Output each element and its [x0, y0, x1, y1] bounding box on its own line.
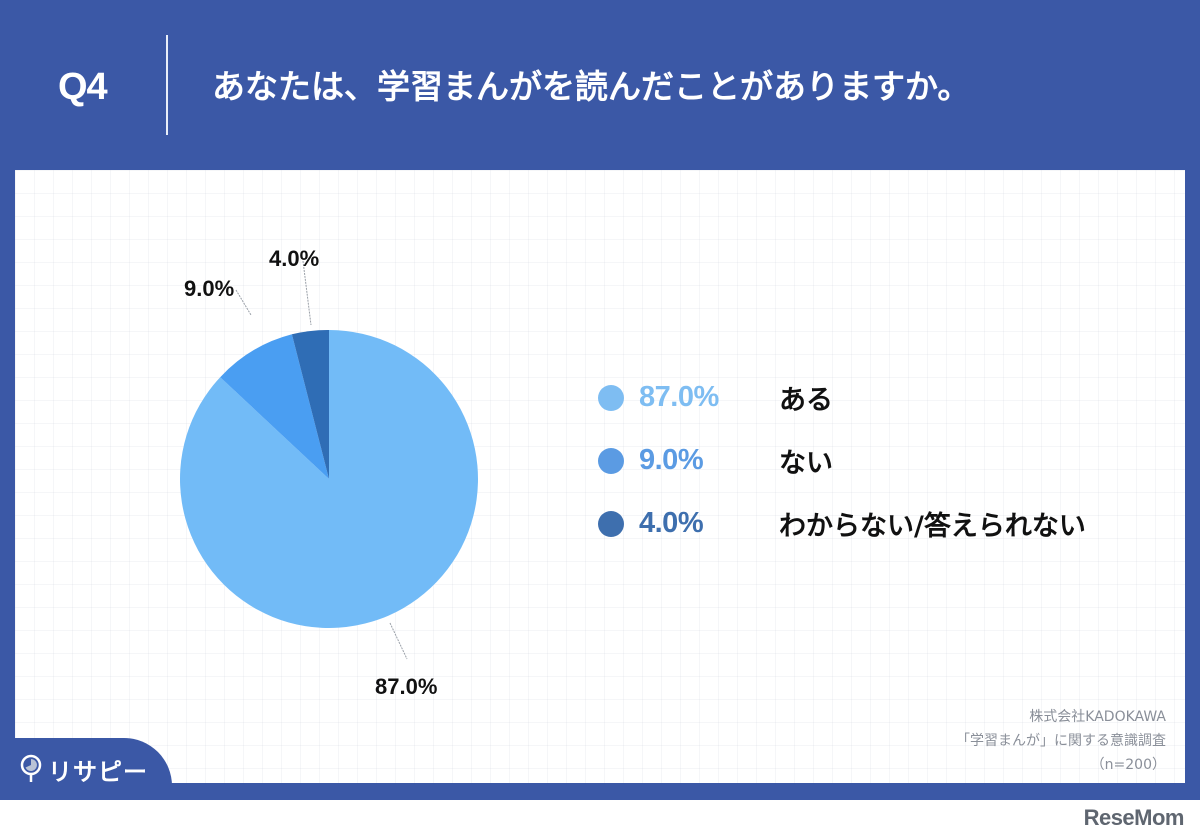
pie-label-unknown: 4.0% [269, 246, 320, 271]
legend-percent: 87.0% [639, 381, 719, 413]
pie-label-yes: 87.0% [375, 674, 438, 699]
risapy-logo: リサピー [20, 752, 148, 786]
map-pin-icon [20, 754, 42, 782]
leader-line-yes [389, 622, 408, 660]
legend-item-unknown: 4.0% わからない/答えられない [598, 492, 1086, 555]
pie-chart [180, 260, 479, 660]
source-sample-size: （n=200） [1090, 757, 1166, 773]
legend-label: ある [779, 385, 833, 416]
resemom-logo: ReseMom [1083, 805, 1185, 830]
legend-label: ない [779, 448, 833, 479]
chart-legend: 87.0% ある 9.0% ない 4.0% わからない/答えられない [598, 366, 1086, 555]
legend-label: わからない/答えられない [779, 511, 1086, 542]
legend-item-yes: 87.0% ある [598, 366, 1086, 429]
question-title: あなたは、学習まんがを読んだことがありますか。 [212, 67, 971, 106]
question-number: Q4 [58, 66, 108, 108]
risapy-logo-text: リサピー [48, 757, 148, 786]
pie-slice-yes [180, 330, 479, 628]
legend-dot-icon [598, 384, 624, 411]
header-divider [166, 35, 168, 135]
leader-line-no [235, 289, 252, 316]
legend-item-no: 9.0% ない [598, 429, 1086, 492]
chart-panel: 4.0% 9.0% 87.0% [15, 170, 1185, 783]
source-note: 株式会社KADOKAWA 「学習まんが」に関する意識調査 （n=200） [956, 705, 1166, 777]
pie-slice-unknown [291, 329, 329, 479]
legend-dot-icon [598, 447, 624, 474]
source-company: 株式会社KADOKAWA [1029, 709, 1166, 725]
pie-slice-no [220, 334, 329, 479]
legend-dot-icon [598, 510, 624, 537]
pie-label-no: 9.0% [184, 276, 235, 301]
legend-percent: 4.0% [639, 507, 704, 539]
source-survey: 「学習まんが」に関する意識調査 [956, 733, 1166, 749]
leader-line-unknown [302, 260, 312, 326]
legend-percent: 9.0% [639, 444, 704, 476]
